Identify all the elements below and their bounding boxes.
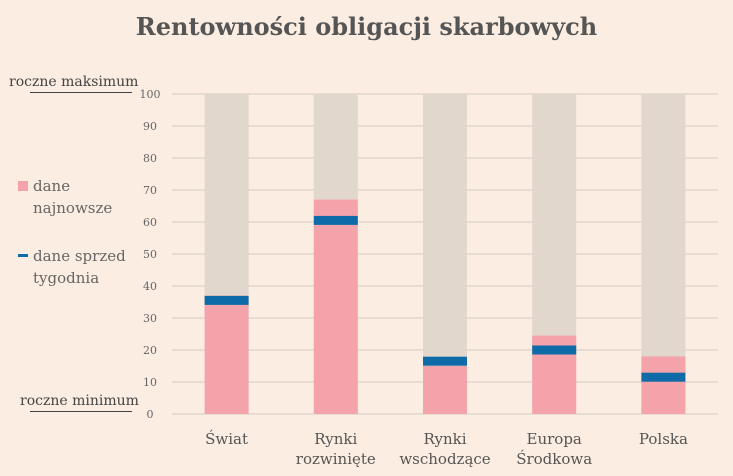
y-tick-label-30: 30	[143, 312, 157, 325]
y-tick-label-0: 0	[147, 408, 154, 421]
category-label-0-0: Świat	[205, 430, 248, 448]
category-label-2-1: wschodzące	[399, 450, 490, 468]
chart-title: Rentowności obligacji skarbowych	[135, 12, 598, 41]
y-tick-label-90: 90	[143, 120, 157, 133]
category-label-4-0: Polska	[639, 430, 688, 448]
legend-week-ago-line1: dane sprzed	[33, 247, 126, 265]
week-ago-marker-0	[204, 295, 249, 305]
category-label-3-1: Środkowa	[516, 450, 592, 468]
bottom-marker-line	[30, 411, 132, 412]
latest-bar-0	[204, 295, 249, 414]
y-tick-label-50: 50	[143, 248, 157, 261]
y-tick-label-60: 60	[143, 216, 157, 229]
week-ago-marker-1	[313, 215, 358, 225]
y-tick-label-70: 70	[143, 184, 157, 197]
legend-latest-line1: dane	[33, 177, 71, 195]
latest-bar-2	[423, 366, 467, 414]
week-ago-marker-2	[423, 356, 467, 366]
category-label-2-0: Rynki	[423, 430, 466, 448]
bottom-marker-label: roczne minimum	[20, 393, 139, 409]
latest-bar-1	[313, 199, 358, 414]
y-tick-label-100: 100	[140, 88, 161, 101]
y-tick-label-10: 10	[143, 376, 157, 389]
top-marker-label: roczne maksimum	[9, 74, 139, 90]
legend-latest-swatch	[18, 181, 28, 191]
y-tick-label-40: 40	[143, 280, 157, 293]
y-tick-label-80: 80	[143, 152, 157, 165]
week-ago-marker-3	[532, 345, 577, 355]
legend-week-ago-line2: tygodnia	[33, 269, 100, 287]
category-label-1-0: Rynki	[314, 430, 357, 448]
legend-latest-line2: najnowsze	[33, 199, 113, 217]
category-label-1-1: rozwinięte	[296, 450, 376, 468]
legend-week-ago-swatch	[18, 254, 28, 257]
latest-bar-4	[641, 356, 686, 414]
legend: dane najnowsze dane sprzed tygodnia	[18, 175, 148, 287]
top-marker-line	[30, 92, 132, 93]
week-ago-marker-4	[641, 372, 686, 382]
category-label-3-0: Europa	[527, 430, 582, 448]
y-tick-label-20: 20	[143, 344, 157, 357]
